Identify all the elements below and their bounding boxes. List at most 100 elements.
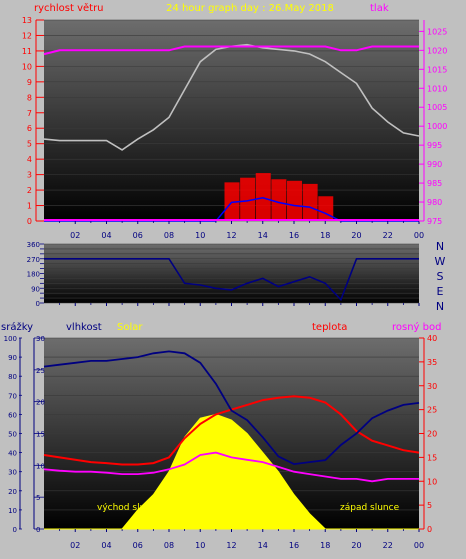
humidity-axis-tick-label: 15 — [36, 431, 45, 439]
sunrise-label: východ slunce — [97, 503, 162, 513]
temperature-axis-tick-label: 15 — [427, 453, 437, 462]
x-tick-label: 16 — [289, 231, 299, 240]
chart-title: 24 hour graph day : 26.May 2018 — [166, 3, 334, 14]
wind-axis-tick-label: 5 — [27, 140, 32, 149]
rain-axis-tick-label: 70 — [8, 392, 17, 400]
rain-axis-tick-label: 60 — [8, 411, 17, 419]
wind-gust-bar — [287, 180, 302, 221]
temperature-axis-tick-label: 0 — [427, 525, 432, 534]
temperature-axis-tick-label: 30 — [427, 382, 437, 391]
x-tick-label: 20 — [351, 231, 361, 240]
wind-speed-label: rychlost větru — [34, 2, 104, 14]
x-tick-label: 02 — [70, 231, 80, 240]
wind-axis-tick-label: 4 — [27, 155, 32, 164]
sunset-label: západ slunce — [340, 503, 400, 513]
pressure-axis-tick-label: 980 — [427, 198, 442, 207]
rain-axis-tick-label: 20 — [8, 488, 17, 496]
temperature-label: teplota — [312, 322, 347, 333]
rain-axis-tick-label: 30 — [8, 469, 17, 477]
series-wind-direction — [44, 257, 419, 302]
humidity-axis-tick-label: 20 — [36, 399, 45, 407]
wind-axis-tick-label: 2 — [27, 186, 32, 195]
temperature-axis-tick-label: 40 — [427, 334, 437, 343]
humidity-axis-tick-label: 0 — [36, 526, 40, 534]
temperature-axis-tick-label: 35 — [427, 358, 437, 367]
wind-axis-tick-label: 11 — [22, 47, 32, 56]
wind-axis-tick-label: 10 — [22, 62, 32, 71]
rain-axis-tick-label: 90 — [8, 354, 17, 362]
wind-axis-tick-label: 12 — [22, 31, 32, 40]
x-tick-label: 12 — [226, 231, 236, 240]
x-tick-label: 14 — [258, 541, 268, 550]
x-tick-label: 00 — [414, 231, 424, 240]
pressure-axis-tick-label: 1000 — [427, 122, 447, 131]
x-tick-label: 10 — [195, 541, 205, 550]
direction-axis-tick-label: 270 — [27, 256, 40, 264]
compass-e: E — [437, 285, 444, 298]
wind-gust-bar — [255, 173, 271, 221]
temperature-axis-tick-label: 25 — [427, 406, 437, 415]
humidity-axis-tick-label: 30 — [36, 335, 45, 343]
temperature-axis-tick-label: 10 — [427, 477, 437, 486]
compass-w: W — [435, 255, 446, 268]
wind-axis-tick-label: 3 — [27, 171, 32, 180]
dew-point-line — [43, 451, 419, 483]
rain-axis-tick-label: 10 — [8, 507, 17, 515]
compass-n-top: N — [436, 240, 444, 253]
x-tick-label: 14 — [258, 231, 268, 240]
pressure-line — [43, 45, 419, 56]
x-tick-label: 12 — [226, 541, 236, 550]
wind-axis-tick-label: 8 — [27, 93, 32, 102]
solar-area — [44, 413, 419, 530]
rain-axis-tick-label: 80 — [8, 373, 17, 381]
x-tick-label: 18 — [320, 541, 330, 550]
wind-axis-tick-label: 13 — [22, 16, 32, 25]
humidity-axis-tick-label: 25 — [36, 367, 45, 375]
grid-wind-pressure — [44, 19, 419, 222]
wind-axis-tick-label: 0 — [27, 217, 32, 226]
humidity-axis-tick-label: 10 — [36, 462, 45, 470]
pressure-axis-tick-label: 995 — [427, 141, 442, 150]
direction-axis-tick-label: 90 — [31, 285, 40, 293]
direction-axis-tick-label: 360 — [27, 241, 40, 249]
series-temperature — [43, 350, 420, 530]
pressure-label: tlak — [370, 3, 389, 14]
wind-gust-bar — [240, 177, 256, 221]
direction-axis-tick-label: 180 — [27, 271, 40, 279]
humidity-label: vlhkost — [66, 322, 102, 333]
wind-gust-bar — [302, 183, 318, 221]
x-tick-label: 16 — [289, 541, 299, 550]
compass-n-bottom: N — [436, 300, 444, 313]
x-tick-label: 22 — [383, 541, 393, 550]
rain-axis-tick-label: 0 — [13, 526, 17, 534]
x-tick-label: 04 — [101, 541, 111, 550]
x-tick-label: 08 — [164, 231, 174, 240]
pressure-axis-tick-label: 1005 — [427, 103, 447, 112]
wind-direction-line — [44, 257, 419, 302]
x-tick-label: 06 — [133, 541, 143, 550]
solar-label: Solar — [117, 322, 143, 333]
wind-axis-tick-label: 6 — [27, 124, 32, 133]
rain-axis-tick-label: 50 — [8, 431, 17, 439]
temperature-axis-tick-label: 20 — [427, 430, 437, 439]
wind-axis-tick-label: 1 — [27, 202, 32, 211]
x-tick-label: 08 — [164, 541, 174, 550]
wind-axis-tick-label: 9 — [27, 78, 32, 87]
rain-axis-tick-label: 40 — [8, 450, 17, 458]
pressure-axis-tick-label: 990 — [427, 160, 442, 169]
pressure-axis-tick-label: 1015 — [427, 65, 447, 74]
rain-label: srážky — [1, 321, 33, 333]
temperature-axis-tick-label: 5 — [427, 501, 432, 510]
x-tick-label: 20 — [351, 541, 361, 550]
x-tick-label: 00 — [414, 541, 424, 550]
wind-axis-tick-label: 7 — [27, 109, 32, 118]
x-tick-label: 10 — [195, 231, 205, 240]
x-tick-label: 02 — [70, 541, 80, 550]
x-tick-label: 04 — [101, 231, 111, 240]
pressure-axis-tick-label: 975 — [427, 217, 442, 226]
pressure-axis-tick-label: 985 — [427, 179, 442, 188]
direction-axis-tick-label: 0 — [36, 300, 40, 308]
